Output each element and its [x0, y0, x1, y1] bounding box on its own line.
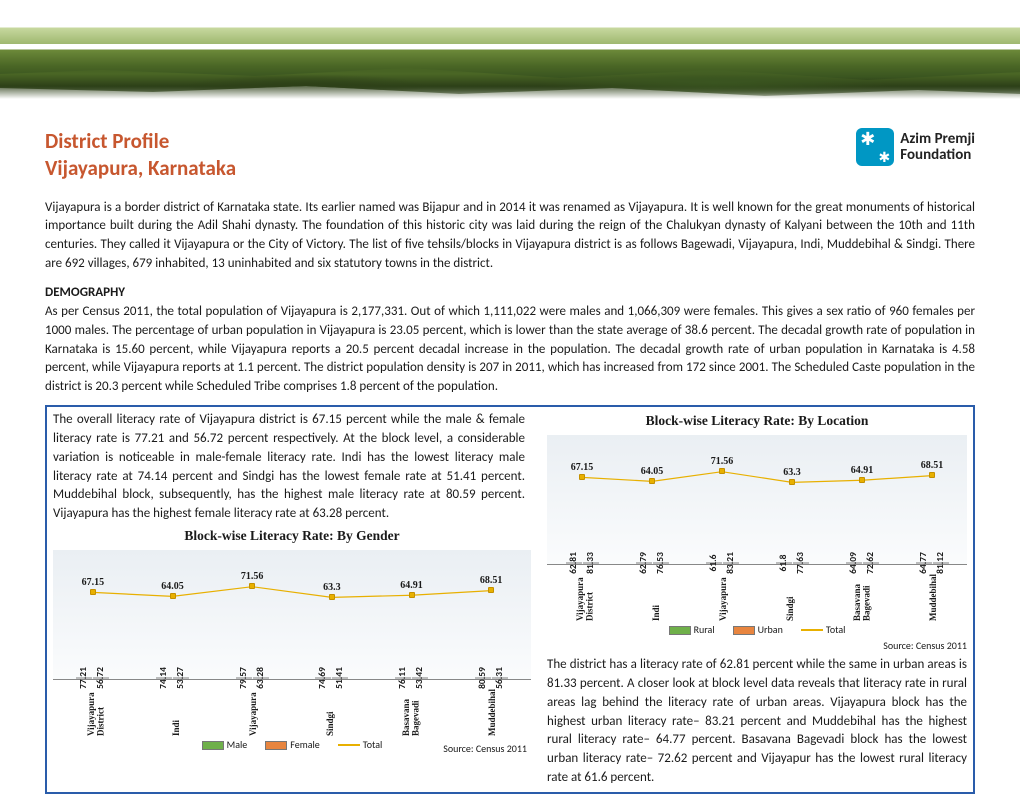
page-title-2: Vijayapura, Karnataka: [45, 155, 236, 182]
legend-male: Male: [227, 738, 248, 751]
chart-gender-plot: 77.2156.7274.1453.2779.5763.2874.6951.41…: [53, 550, 531, 680]
literacy-box: The overall literacy rate of Vijayapura …: [45, 405, 975, 794]
chart-gender-xticks: Vijayapura DistrictIndiVijayapuraSindgiB…: [53, 682, 531, 736]
legend-rural: Rural: [694, 623, 715, 636]
legend-total-gen: Total: [363, 738, 383, 751]
legend-urban: Urban: [758, 623, 783, 636]
literacy-para-1: The overall literacy rate of Vijayapura …: [53, 411, 531, 524]
logo-line1: Azim Premji: [900, 131, 975, 148]
header-banner: [0, 0, 1020, 110]
content: Vijayapura is a border district of Karna…: [0, 193, 1020, 794]
demography-paragraph: As per Census 2011, the total population…: [45, 303, 975, 397]
chart-gender-title: Block-wise Literacy Rate: By Gender: [53, 526, 531, 546]
chart-gender: Block-wise Literacy Rate: By Gender 77.2…: [53, 526, 531, 757]
logo-text: Azim Premji Foundation: [900, 131, 975, 164]
chart-location-xticks: Vijayapura DistrictIndiVijayapuraSindgiB…: [547, 567, 967, 621]
chart-location-title: Block-wise Literacy Rate: By Location: [547, 411, 967, 431]
chart-location-plot: 62.8181.3362.7976.5361.683.2161.877.6364…: [547, 435, 967, 565]
intro-paragraph: Vijayapura is a border district of Karna…: [45, 199, 975, 274]
literacy-para-2: The district has a literacy rate of 62.8…: [547, 656, 967, 789]
page-title-1: District Profile: [45, 128, 236, 155]
chart-location-source: Source: Census 2011: [547, 639, 967, 654]
section-title-demography: DEMOGRAPHY: [45, 284, 975, 303]
legend-total-loc: Total: [826, 623, 846, 636]
title-block: District Profile Vijayapura, Karnataka: [45, 128, 236, 183]
header: District Profile Vijayapura, Karnataka A…: [0, 110, 1020, 193]
chart-location: Block-wise Literacy Rate: By Location 62…: [547, 411, 967, 654]
chart-location-legend: Rural Urban Total: [547, 623, 967, 638]
logo-line2: Foundation: [900, 147, 975, 164]
logo-mark-icon: [856, 128, 894, 166]
legend-female: Female: [290, 738, 319, 751]
logo: Azim Premji Foundation: [856, 128, 975, 166]
